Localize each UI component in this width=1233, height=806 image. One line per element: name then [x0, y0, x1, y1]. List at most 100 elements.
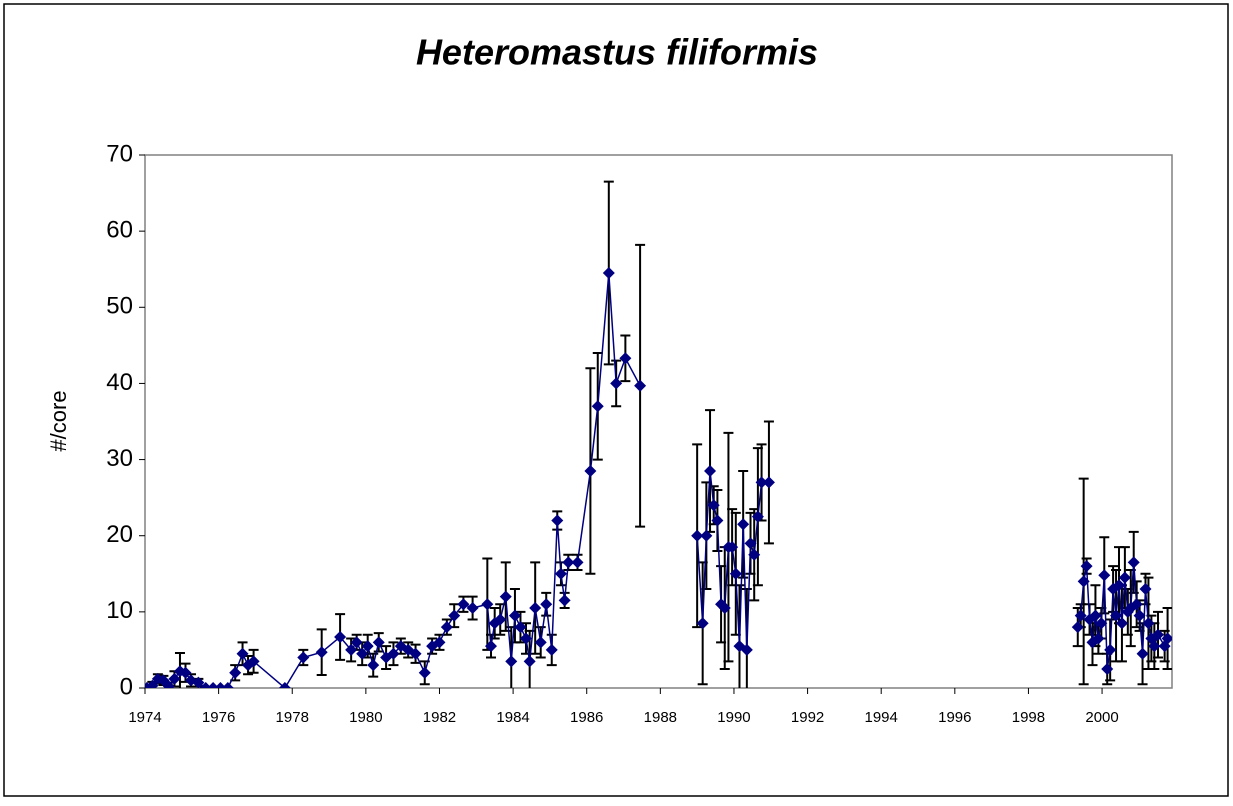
data-point: [584, 464, 597, 477]
x-tick-label: 1984: [496, 709, 529, 726]
data-point: [278, 682, 291, 688]
data-point: [523, 655, 536, 668]
data-point: [591, 400, 604, 413]
data-point: [1074, 609, 1087, 622]
data-point: [146, 679, 159, 688]
plot-marks: [145, 180, 1172, 688]
data-point: [350, 636, 363, 649]
data-point: [162, 680, 175, 688]
data-point: [387, 647, 400, 660]
data-point: [602, 267, 615, 280]
data-point: [1110, 609, 1123, 622]
data-point: [571, 556, 584, 569]
data-point: [247, 655, 260, 668]
data-point: [1130, 598, 1143, 611]
data-point: [505, 655, 518, 668]
data-point: [179, 666, 192, 679]
data-point: [534, 636, 547, 649]
data-point: [1142, 617, 1155, 630]
data-point: [711, 514, 724, 527]
data-point: [457, 598, 470, 611]
data-point: [1127, 556, 1140, 569]
data-point: [551, 514, 564, 527]
y-tick-label: 30: [106, 445, 133, 472]
data-point: [610, 377, 623, 390]
data-point: [1104, 643, 1117, 656]
data-point: [440, 621, 453, 634]
data-point: [485, 640, 498, 653]
data-point: [762, 476, 775, 489]
data-point: [740, 643, 753, 656]
data-point: [1115, 617, 1128, 630]
data-point: [168, 672, 181, 685]
data-point: [704, 464, 717, 477]
x-tick-label: 1976: [202, 709, 235, 726]
data-point: [356, 647, 369, 660]
data-point: [466, 602, 479, 615]
data-point: [481, 598, 494, 611]
y-tick-label: 50: [106, 293, 133, 320]
data-point: [1098, 569, 1111, 582]
data-point: [315, 646, 328, 659]
data-point: [409, 647, 422, 660]
x-tick-label: 1986: [570, 709, 603, 726]
x-tick-label: 1974: [128, 709, 161, 726]
data-point: [554, 567, 567, 580]
data-point: [236, 647, 249, 660]
x-tick-label: 1980: [349, 709, 382, 726]
x-tick-label: 1992: [791, 709, 824, 726]
data-point: [700, 529, 713, 542]
data-point: [372, 636, 385, 649]
data-point: [755, 476, 768, 489]
y-tick-label: 70: [106, 140, 133, 167]
data-point: [1148, 640, 1161, 653]
data-point: [192, 676, 205, 688]
data-point: [729, 567, 742, 580]
chart-title: Heteromastus filiformis: [416, 32, 818, 73]
data-point: [229, 666, 242, 679]
data-point: [558, 594, 571, 607]
data-point: [221, 682, 234, 688]
data-point: [737, 518, 750, 531]
x-tick-label: 1988: [644, 709, 677, 726]
data-point: [718, 602, 731, 615]
data-point: [562, 556, 575, 569]
data-point: [508, 609, 521, 622]
data-point: [345, 643, 358, 656]
y-axis-label: #/core: [46, 390, 71, 451]
data-point: [433, 636, 446, 649]
data-point: [367, 659, 380, 672]
plot-area: [144, 154, 1173, 689]
data-point: [707, 499, 720, 512]
data-point: [1136, 647, 1149, 660]
data-point: [1089, 609, 1102, 622]
data-point: [634, 379, 647, 392]
data-point: [1101, 662, 1114, 675]
data-point: [1095, 617, 1108, 630]
data-point: [361, 640, 374, 653]
data-point: [519, 632, 532, 645]
x-tick-label: 1990: [717, 709, 750, 726]
data-point: [448, 609, 461, 622]
data-point: [529, 602, 542, 615]
data-point: [696, 617, 709, 630]
x-tick-label: 1978: [276, 709, 309, 726]
data-point: [1152, 628, 1165, 641]
y-tick-label: 40: [106, 369, 133, 396]
data-point: [1071, 621, 1084, 634]
x-tick-label: 1996: [938, 709, 971, 726]
data-point: [334, 630, 347, 643]
data-point: [1112, 579, 1125, 592]
x-tick-label: 1994: [865, 709, 898, 726]
data-point: [691, 529, 704, 542]
data-point: [499, 590, 512, 603]
x-tick-label: 2000: [1085, 709, 1118, 726]
data-point: [751, 510, 764, 523]
data-point: [545, 643, 558, 656]
y-tick-label: 10: [106, 597, 133, 624]
data-point: [1161, 632, 1172, 645]
data-point: [1092, 632, 1105, 645]
data-point: [726, 541, 739, 554]
